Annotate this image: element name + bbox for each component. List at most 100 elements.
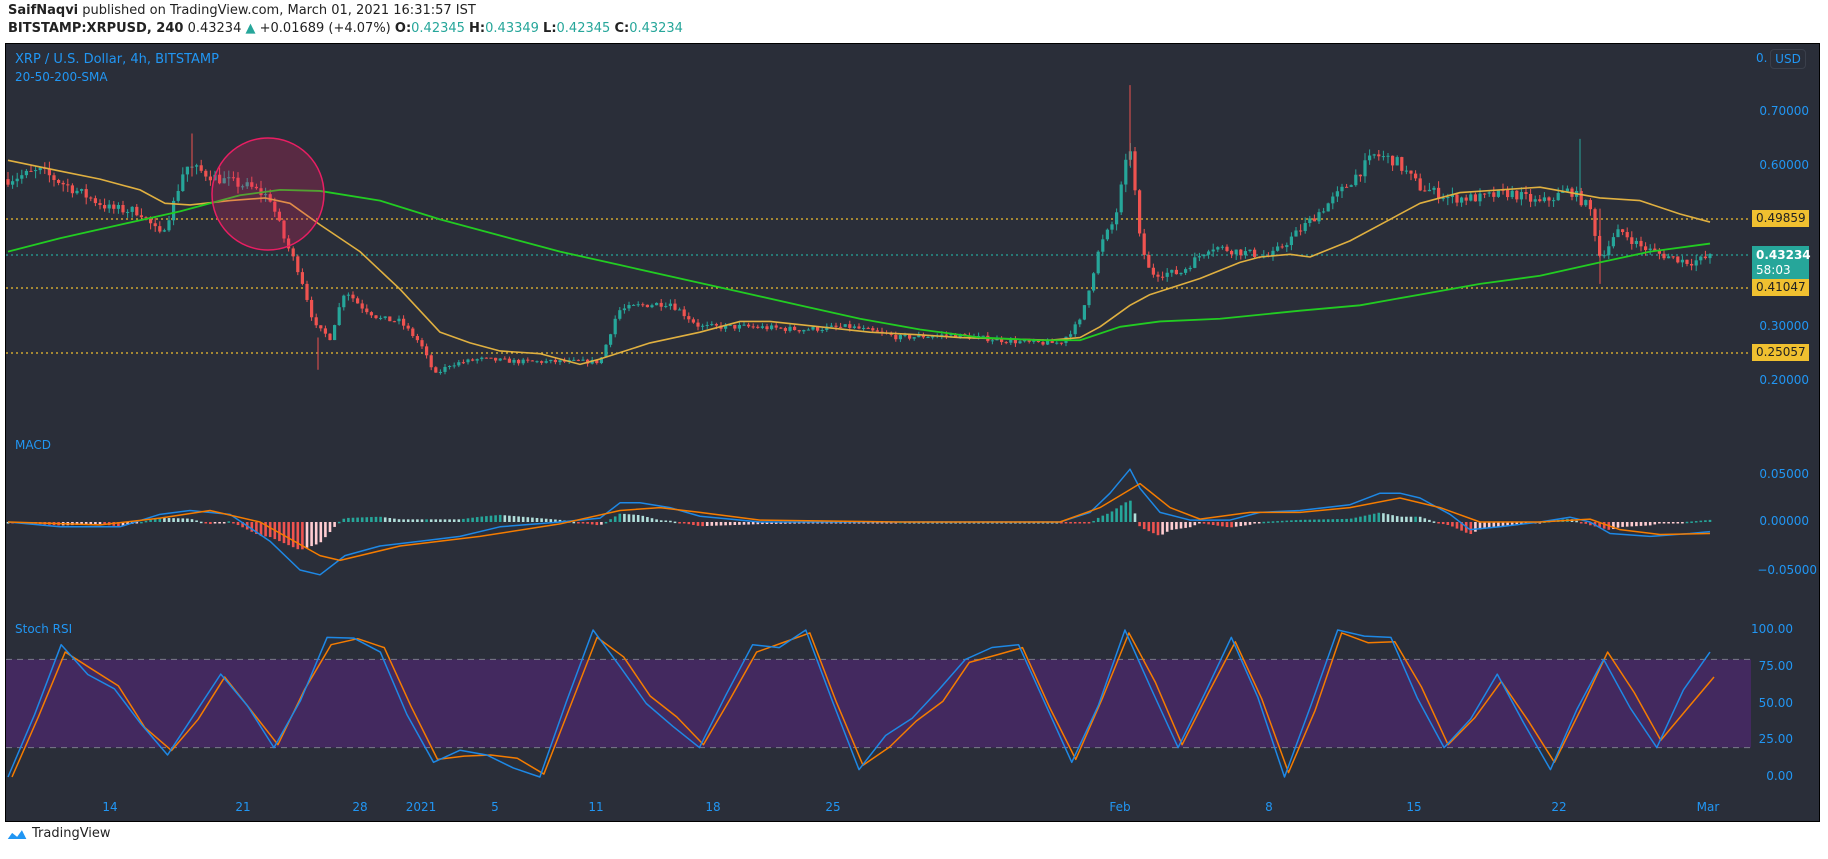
- macd-histogram-bar: [250, 522, 254, 532]
- macd-histogram-bar: [1612, 522, 1615, 530]
- macd-histogram-bar: [1354, 517, 1358, 522]
- candle-down: [1538, 199, 1542, 202]
- ohlc-high: H:0.43349: [469, 21, 539, 36]
- macd-histogram-bar: [1267, 521, 1270, 524]
- candle-up: [1667, 256, 1671, 259]
- candle-up: [466, 359, 470, 363]
- macd-histogram-bar: [1575, 520, 1578, 523]
- macd-histogram-bar: [1589, 522, 1592, 526]
- macd-histogram-bar: [1313, 519, 1316, 522]
- candle-down: [388, 316, 392, 322]
- macd-histogram-bar: [314, 522, 318, 545]
- macd-histogram-bar: [1382, 513, 1385, 522]
- macd-histogram-bar: [1193, 522, 1197, 526]
- level-price-tag: 0.41047: [1752, 279, 1809, 296]
- candle-down: [1151, 267, 1155, 275]
- macd-histogram-bar: [503, 515, 507, 522]
- candle-up: [1082, 305, 1086, 320]
- candle-up: [480, 357, 484, 360]
- macd-histogram-bar: [153, 518, 157, 522]
- candle-down: [231, 177, 235, 179]
- candle-up: [1276, 246, 1280, 251]
- macd-histogram-bar: [1469, 522, 1473, 535]
- candle-down: [429, 355, 433, 368]
- macd-label[interactable]: MACD: [15, 438, 51, 452]
- candle-down: [797, 330, 801, 332]
- author-name[interactable]: SaifNaqvi: [8, 3, 79, 18]
- macd-histogram-bar: [1271, 521, 1275, 523]
- candle-up: [1184, 269, 1188, 273]
- macd-histogram-bar: [1667, 522, 1670, 524]
- stoch-axis-label: 50.00: [1758, 696, 1793, 710]
- macd-histogram-bar: [756, 522, 760, 525]
- candle-up: [618, 310, 622, 319]
- candle-up: [1349, 185, 1353, 187]
- candle-down: [360, 303, 364, 309]
- time-axis-label: 28: [352, 800, 368, 814]
- candle-down: [319, 325, 323, 329]
- candle-up: [521, 359, 525, 364]
- macd-histogram-bar: [291, 522, 295, 548]
- macd-histogram-bar: [1073, 522, 1077, 524]
- macd-histogram-bar: [1211, 522, 1215, 526]
- macd-histogram-bar: [204, 522, 208, 524]
- macd-histogram-bar: [365, 517, 369, 522]
- macd-histogram-bar: [1520, 522, 1523, 525]
- macd-histogram-bar: [475, 517, 479, 522]
- stoch-rsi-label[interactable]: Stoch RSI: [15, 622, 73, 636]
- macd-histogram-bar: [581, 522, 585, 524]
- candle-up: [742, 324, 746, 326]
- candle-down: [1004, 342, 1008, 344]
- macd-histogram-bar: [163, 517, 166, 522]
- candle-down: [1418, 178, 1422, 191]
- candle-up: [1092, 273, 1096, 291]
- candle-up: [1119, 184, 1123, 213]
- macd-histogram-bar: [1584, 522, 1588, 524]
- macd-histogram-bar: [176, 518, 180, 522]
- price-axis-label: 0.60000: [1759, 158, 1809, 172]
- candle-up: [912, 337, 916, 339]
- sma-indicator-label[interactable]: 20-50-200-SMA: [15, 70, 108, 84]
- time-axis-label: 5: [491, 800, 499, 814]
- candle-down: [1230, 250, 1234, 255]
- macd-histogram-bar: [1069, 522, 1072, 524]
- macd-axis-label: 0.05000: [1759, 467, 1809, 481]
- symbol-info: BITSTAMP:XRPUSD, 240 0.43234 ▲ +0.01689 …: [8, 21, 683, 36]
- candle-up: [1335, 191, 1339, 197]
- footer-brand[interactable]: TradingView: [6, 826, 111, 841]
- ohlc-open: O:0.42345: [395, 21, 465, 36]
- candle-down: [273, 201, 277, 212]
- macd-histogram-bar: [1414, 516, 1417, 522]
- candle-up: [1487, 192, 1491, 194]
- macd-histogram-bar: [1676, 522, 1680, 524]
- candle-up: [558, 360, 562, 363]
- macd-histogram-bar: [558, 519, 562, 522]
- candle-down: [687, 316, 691, 320]
- macd-histogram-bar: [1198, 522, 1201, 524]
- macd-histogram-bar: [1221, 522, 1224, 527]
- macd-histogram-bar: [457, 519, 461, 522]
- candle-up: [1533, 199, 1537, 202]
- macd-histogram-bar: [1487, 522, 1491, 529]
- currency-button[interactable]: USD: [1770, 49, 1806, 69]
- macd-histogram-bar: [305, 522, 309, 548]
- candle-down: [1312, 218, 1316, 222]
- macd-histogram-bar: [655, 519, 658, 522]
- level-price-tag: 0.25057: [1752, 344, 1809, 361]
- price-axis-label: 0.70000: [1759, 104, 1809, 118]
- macd-histogram-bar: [443, 519, 447, 522]
- macd-histogram-bar: [1129, 500, 1132, 522]
- candle-up: [1634, 240, 1638, 244]
- macd-histogram-bar: [623, 513, 626, 522]
- macd-histogram-bar: [1441, 522, 1445, 525]
- macd-histogram-bar: [1690, 521, 1693, 523]
- macd-histogram-bar: [1460, 522, 1463, 531]
- candle-up: [1303, 223, 1307, 232]
- candle-down: [250, 182, 254, 187]
- macd-histogram-bar: [618, 513, 622, 522]
- macd-histogram-bar: [595, 522, 599, 526]
- macd-histogram-bar: [600, 522, 603, 525]
- time-axis-label: 2021: [405, 800, 437, 814]
- macd-histogram-bar: [1280, 520, 1284, 523]
